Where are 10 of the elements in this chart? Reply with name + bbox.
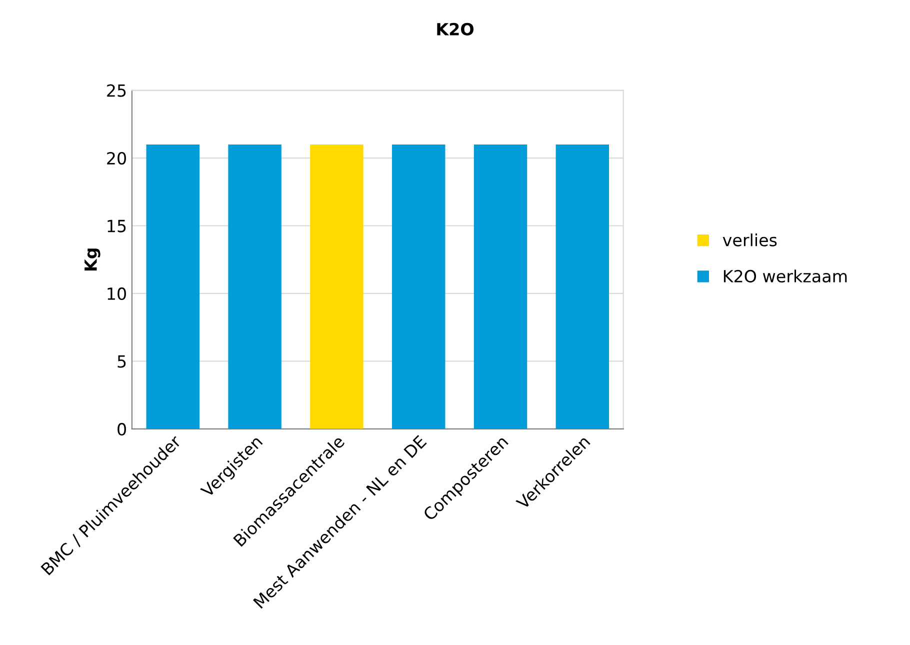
y-tick-label: 25 — [107, 84, 126, 97]
y-tick-label: 0 — [118, 422, 126, 436]
y-tick-label: 5 — [118, 355, 126, 368]
y-tick-label: 20 — [107, 152, 126, 165]
y-axis-title: Kg — [84, 248, 100, 271]
y-tick-label: 10 — [108, 287, 126, 300]
legend-label: K2O werkzaam — [724, 270, 847, 283]
chart-title: K2O — [437, 22, 474, 36]
legend-label: verlies — [722, 233, 777, 246]
y-tick-label: 15 — [108, 220, 126, 232]
